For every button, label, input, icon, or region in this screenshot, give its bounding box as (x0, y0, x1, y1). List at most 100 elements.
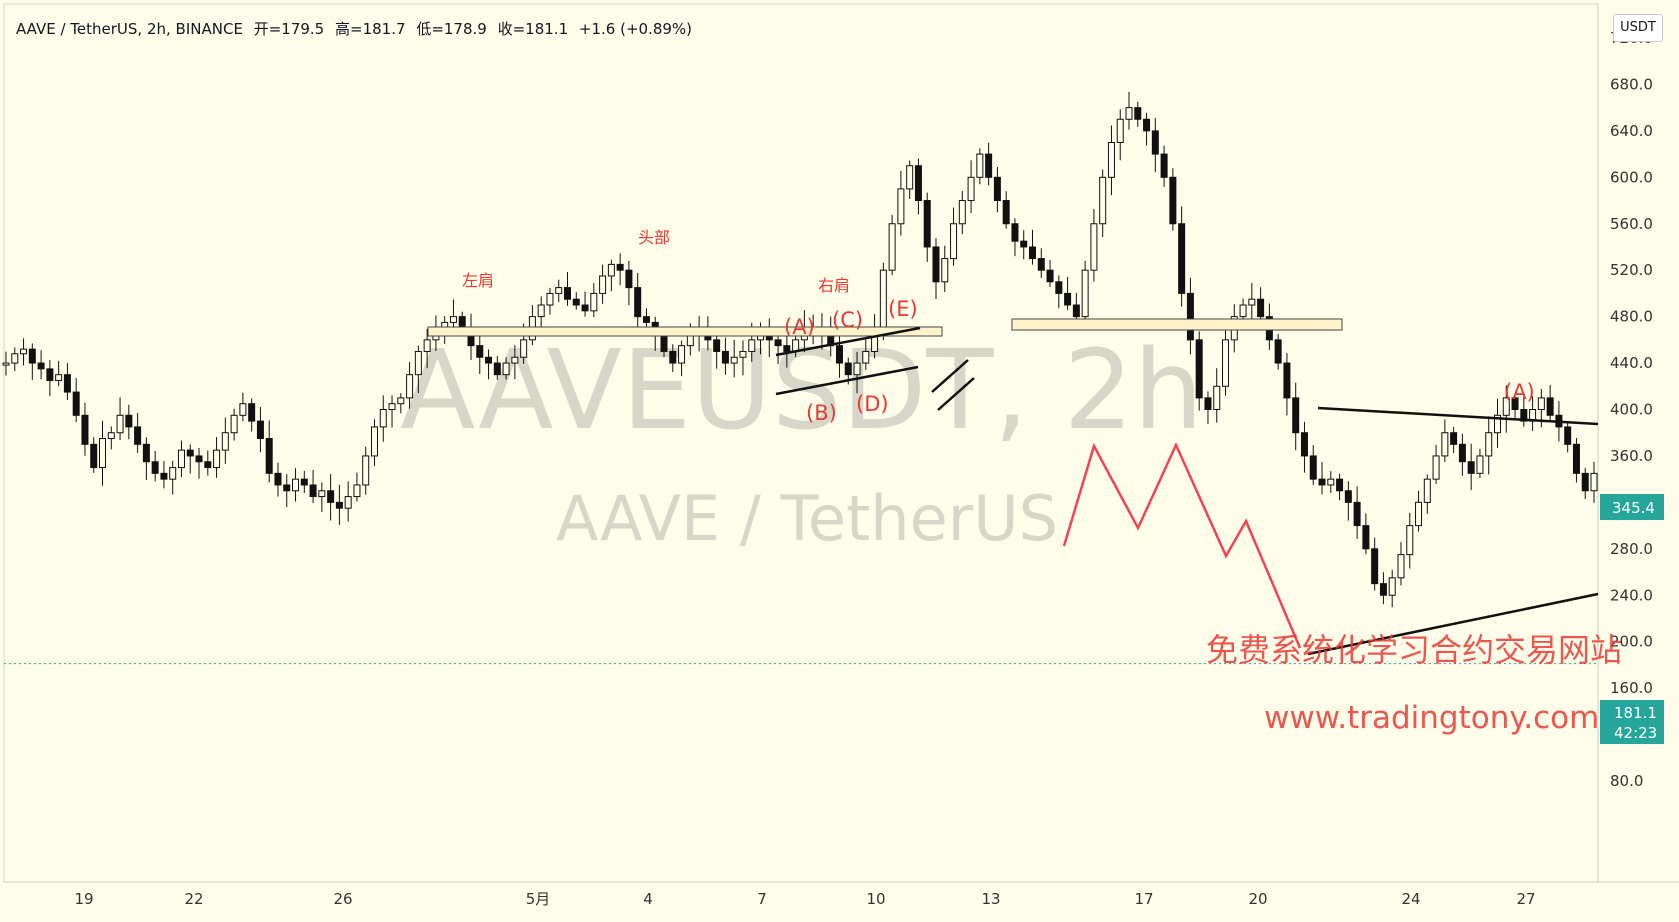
symbol-title[interactable]: AAVE / TetherUS, 2h, BINANCE (16, 20, 243, 38)
ohlc-close: 收=181.1 (497, 20, 569, 38)
candle-body (151, 461, 159, 474)
candle-body (195, 455, 203, 463)
candle-body (344, 496, 352, 509)
x-tick-label: 27 (1516, 890, 1535, 908)
triangle-lower-line (1307, 592, 1599, 656)
candle-body (1081, 269, 1089, 318)
candle-body (1520, 409, 1528, 422)
candle-body (502, 362, 510, 376)
candle-body (1344, 490, 1352, 503)
candle-body (1423, 478, 1431, 503)
x-tick-label: 13 (981, 890, 1000, 908)
candle-body (958, 200, 966, 225)
candle-body (1186, 292, 1194, 341)
y-tick-label: 480.0 (1610, 308, 1653, 326)
label-left-shoulder: 左肩 (462, 271, 494, 290)
candle-body (1222, 339, 1230, 387)
y-tick-label: 160.0 (1610, 679, 1653, 697)
candle-body (476, 345, 484, 358)
candle-body (774, 339, 782, 347)
currency-unit-button[interactable]: USDT (1613, 14, 1663, 42)
candle-body (63, 374, 71, 393)
candle-body (493, 362, 501, 376)
candle-body (993, 176, 1001, 202)
candle-body (1055, 281, 1063, 294)
candle-body (634, 287, 642, 318)
candle-body (309, 484, 317, 498)
candle-body (642, 316, 650, 323)
candle-body (1327, 478, 1335, 486)
candle-body (335, 501, 343, 509)
y-tick-label: 360.0 (1610, 447, 1653, 465)
flag-upper-line (931, 359, 969, 393)
candle-body (616, 263, 624, 271)
candle-body (292, 478, 300, 492)
candle-body (844, 362, 852, 376)
promo-url: www.tradingtony.com (1264, 700, 1599, 736)
candle-body (1178, 223, 1186, 294)
candle-body (1125, 107, 1133, 120)
label-wave-d: (D) (856, 392, 889, 416)
candle-body (248, 403, 256, 422)
y-tick-label: 240.0 (1610, 586, 1653, 604)
candle-body (1397, 554, 1405, 579)
candle-body (1572, 443, 1580, 474)
candle-body (99, 438, 107, 469)
resistance-zone-right (1011, 318, 1343, 331)
candle-body (1002, 200, 1010, 225)
y-tick-label: 280.0 (1610, 540, 1653, 558)
last-price-tag: 345.4 (1600, 494, 1664, 520)
candle-body (976, 153, 984, 178)
candle-body (941, 258, 949, 283)
candle-body (90, 443, 98, 469)
candle-body (879, 269, 887, 329)
candle-body (1318, 478, 1326, 486)
candle-body (1274, 339, 1282, 364)
label-wave-a: (A) (784, 315, 815, 339)
candle-body (581, 304, 589, 312)
candle-body (46, 368, 54, 381)
candle-body (564, 287, 572, 300)
candle-body (1371, 548, 1379, 585)
y-tick-label: 560.0 (1610, 215, 1653, 233)
candle-body (1511, 397, 1519, 410)
candle-body (458, 316, 466, 329)
candle-body (1379, 583, 1387, 596)
y-tick-label: 440.0 (1610, 354, 1653, 372)
candle-body (2, 362, 10, 366)
x-axis-ticks: 19 22 26 5月 4 7 10 13 17 20 24 27 (74, 890, 1535, 908)
candle-body (511, 356, 519, 364)
candle-body (125, 414, 133, 428)
candle-body (239, 403, 247, 416)
candle-body (1537, 397, 1545, 410)
candle-body (1353, 501, 1361, 527)
candle-body (932, 246, 940, 283)
y-tick-label: 640.0 (1610, 122, 1653, 140)
candle-body (1064, 292, 1072, 306)
x-tick-label: 26 (333, 890, 352, 908)
candle-body (1450, 432, 1458, 445)
candle-body (1476, 455, 1484, 474)
resistance-zone-left (427, 326, 943, 337)
candle-body (1590, 472, 1598, 492)
candle-body (678, 345, 686, 364)
candle-body (1099, 176, 1107, 225)
y-tick-label: 80.0 (1610, 772, 1643, 790)
candle-body (897, 188, 905, 225)
candle-body (327, 490, 335, 503)
candle-body (520, 339, 528, 358)
candle-body (370, 426, 378, 457)
candle-body (1441, 432, 1449, 457)
candle-body (169, 467, 177, 480)
x-tick-label: 22 (184, 890, 203, 908)
candle-body (1257, 298, 1265, 318)
candle-body (1239, 304, 1247, 318)
label-wave-b: (B) (806, 401, 837, 425)
candle-body (660, 333, 668, 352)
candle-body (230, 414, 238, 434)
candle-body (1037, 258, 1045, 271)
y-tick-label: 680.0 (1610, 75, 1653, 93)
candle-body (835, 345, 843, 364)
